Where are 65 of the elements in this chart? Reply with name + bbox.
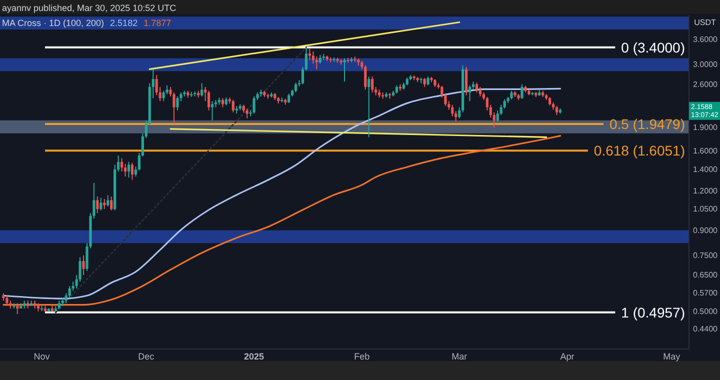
candlestick [221, 98, 224, 108]
candlestick [464, 66, 468, 96]
candlestick [106, 194, 110, 207]
y-tick-label: 0.9000 [693, 226, 718, 235]
candlestick [371, 76, 374, 93]
candlestick [343, 58, 346, 82]
candlestick [520, 84, 524, 100]
x-tick-label: Apr [560, 351, 574, 362]
candlestick [308, 48, 311, 61]
x-tick-label: Feb [354, 351, 370, 362]
y-tick-label: 0.5000 [693, 306, 718, 316]
candlestick [130, 162, 134, 180]
candlestick [232, 99, 234, 113]
y-tick-label: 1.2000 [693, 186, 718, 196]
text: 2.5182 [110, 18, 138, 28]
candlestick [103, 198, 106, 210]
ref-line-label: 0.618 (1.6051) [594, 142, 685, 159]
candlestick [210, 100, 214, 121]
chart-subtitle: ayannv published, Mar 30, 2025 10:52 UTC [2, 3, 177, 13]
x-tick-label: Nov [34, 351, 50, 362]
candlestick [252, 96, 256, 114]
x-tick-label: Dec [138, 351, 155, 362]
y-tick-label: 0.6500 [693, 270, 718, 280]
chart-title: MA Cross · 1D (100, 200) [2, 18, 104, 28]
candlestick [503, 98, 506, 110]
candlestick [364, 64, 367, 90]
candlestick [120, 158, 124, 172]
line-series [2, 135, 562, 306]
candlestick [82, 254, 85, 276]
ref-line-label: 0.5 (1.9479) [610, 116, 685, 132]
y-axis-title: USDT [694, 18, 716, 27]
candlestick [127, 161, 130, 178]
y-tick-label: 2.6000 [693, 80, 718, 89]
y-tick-label: 1.6000 [693, 146, 718, 156]
candlestick [492, 112, 496, 128]
y-tick-label: 0.5700 [693, 288, 718, 298]
candlestick [96, 196, 99, 214]
y-tick-label: 3.6000 [693, 35, 718, 44]
candlestick [6, 295, 8, 306]
candlestick [100, 197, 102, 211]
y-tick-label: 1.0500 [693, 204, 718, 214]
text: 1.7877 [144, 18, 172, 28]
ref-line-label: 0 (3.4000) [621, 39, 685, 56]
candlestick [207, 90, 210, 111]
candlestick [110, 196, 113, 211]
ref-line-label: 1 (0.4957) [621, 304, 685, 320]
x-tick-label: Mar [452, 351, 468, 362]
candlestick [288, 93, 290, 104]
candlestick [176, 96, 179, 111]
candlestick [468, 84, 472, 102]
x-tick-label: 2025 [244, 351, 264, 362]
candlestick [315, 56, 318, 70]
y-tick-label: 0.4400 [693, 324, 718, 334]
y-tick-label: 3.0000 [693, 60, 718, 70]
y-tick-label: 1.4000 [693, 165, 718, 174]
candlestick [478, 86, 482, 97]
candlestick [368, 76, 370, 138]
y-tick-label: 0.7500 [693, 250, 718, 260]
candlestick [200, 82, 204, 97]
x-tick-label: May [663, 351, 681, 362]
candlestick [68, 286, 71, 299]
y-tick-label: 1.9000 [693, 123, 718, 132]
candlestick [451, 104, 454, 117]
line-series [2, 88, 562, 300]
candlestick [294, 82, 298, 93]
